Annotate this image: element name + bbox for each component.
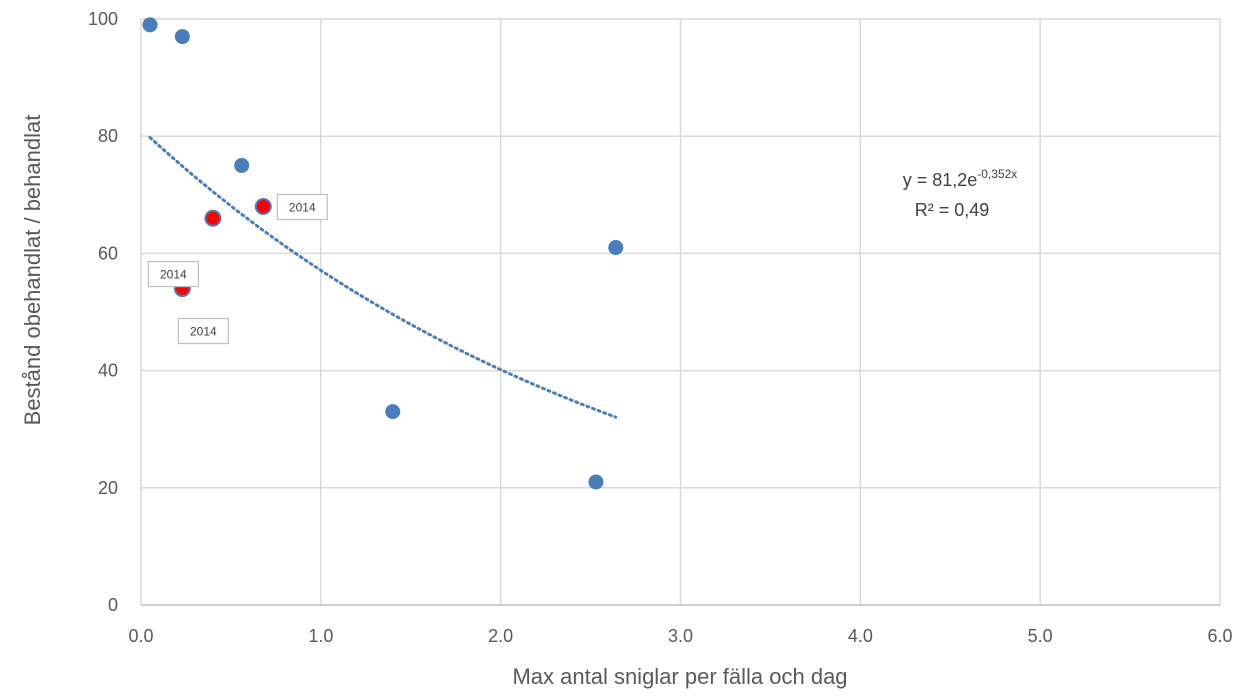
x-tick-label: 0.0 bbox=[128, 626, 153, 646]
x-tick-label: 1.0 bbox=[308, 626, 333, 646]
y-tick-label: 100 bbox=[88, 9, 118, 29]
y-tick-label: 20 bbox=[98, 478, 118, 498]
label-text: 2014 bbox=[160, 268, 187, 282]
label-2014: 2014 bbox=[177, 317, 229, 345]
data-point bbox=[608, 240, 624, 256]
grid-lines bbox=[140, 18, 1221, 606]
trendline-equation: y = 81,2e-0,352x bbox=[903, 167, 1018, 190]
x-tick-label: 3.0 bbox=[668, 626, 693, 646]
label-2014: 2014 bbox=[276, 193, 328, 221]
x-tick-label: 2.0 bbox=[488, 626, 513, 646]
y-tick-label: 80 bbox=[98, 126, 118, 146]
data-point bbox=[588, 474, 604, 490]
label-text: 2014 bbox=[289, 201, 316, 215]
data-point bbox=[234, 158, 250, 173]
tick-labels: 0.0 1.0 2.0 3.0 4.0 5.0 6.0 0 20 40 60 80 100 bbox=[88, 9, 1233, 646]
y-tick-label: 0 bbox=[108, 595, 118, 615]
y-tick-label: 60 bbox=[98, 243, 118, 263]
x-tick-label: 5.0 bbox=[1028, 626, 1053, 646]
data-point bbox=[142, 17, 158, 33]
x-tick-label: 4.0 bbox=[848, 626, 873, 646]
label-box bbox=[276, 193, 328, 221]
data-point bbox=[174, 29, 190, 45]
point-labels: 2014 2014 2014 bbox=[147, 193, 328, 345]
label-text: 2014 bbox=[190, 325, 217, 339]
label-box bbox=[177, 317, 229, 345]
trendline-r2: R² = 0,49 bbox=[915, 200, 990, 220]
y-tick-label: 40 bbox=[98, 361, 118, 381]
x-axis-title: Max antal sniglar per fälla och dag bbox=[512, 664, 847, 689]
data-point bbox=[385, 404, 401, 420]
data-points bbox=[142, 17, 624, 490]
label-box bbox=[147, 260, 199, 288]
y-axis-title: Bestånd obehandlat / behandlat bbox=[20, 115, 45, 426]
x-tick-label: 6.0 bbox=[1207, 626, 1232, 646]
data-point-2014 bbox=[204, 209, 222, 227]
trendline bbox=[148, 135, 618, 419]
trendline-path bbox=[148, 135, 618, 419]
data-point-2014 bbox=[254, 198, 272, 216]
label-2014: 2014 bbox=[147, 260, 199, 288]
